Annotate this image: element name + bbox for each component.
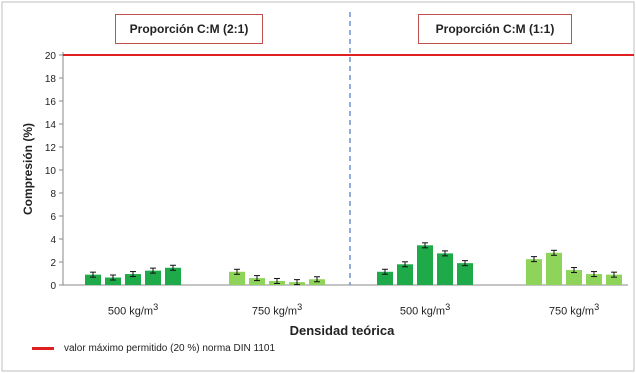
bar [125, 274, 141, 285]
y-tick-label: 0 [50, 281, 56, 292]
bar [546, 252, 562, 285]
bar [85, 274, 101, 285]
legend-line-swatch [32, 347, 54, 350]
panel-label-2-1: Proporción C:M (2:1) [115, 14, 263, 44]
bar [526, 259, 542, 285]
legend-label: valor máximo permitido (20 %) norma DIN … [64, 343, 276, 354]
bar [229, 271, 245, 285]
y-tick-label: 4 [50, 235, 56, 246]
bar [165, 267, 181, 285]
group-label-left-500: 500 kg/m3 [107, 302, 159, 318]
bar [377, 271, 393, 285]
y-tick-label: 6 [50, 212, 56, 223]
bar [437, 253, 453, 285]
y-tick-label: 20 [45, 51, 57, 62]
group-label-left-750: 750 kg/m3 [251, 302, 303, 318]
legend: valor máximo permitido (20 %) norma DIN … [32, 343, 275, 354]
bar [105, 277, 121, 285]
x-axis-label: Densidad teórica [289, 323, 395, 338]
bar [606, 274, 622, 285]
group-label-right-500: 500 kg/m3 [399, 302, 451, 318]
y-tick-label: 16 [45, 97, 57, 108]
bar [397, 264, 413, 285]
group-label-right-750: 750 kg/m3 [548, 302, 600, 318]
bar [417, 245, 433, 285]
y-tick-label: 18 [45, 74, 57, 85]
y-tick-label: 8 [50, 189, 56, 200]
bar [145, 270, 161, 285]
bar [566, 270, 582, 285]
y-axis-label: Compresión (%) [21, 122, 35, 216]
y-tick-label: 10 [45, 166, 57, 177]
y-tick-label: 14 [45, 120, 57, 131]
bar [586, 274, 602, 285]
panel-label-1-1: Proporción C:M (1:1) [418, 14, 572, 44]
y-tick-label: 12 [45, 143, 57, 154]
bar [457, 263, 473, 285]
bar [249, 278, 265, 285]
y-tick-label: 2 [50, 258, 56, 269]
